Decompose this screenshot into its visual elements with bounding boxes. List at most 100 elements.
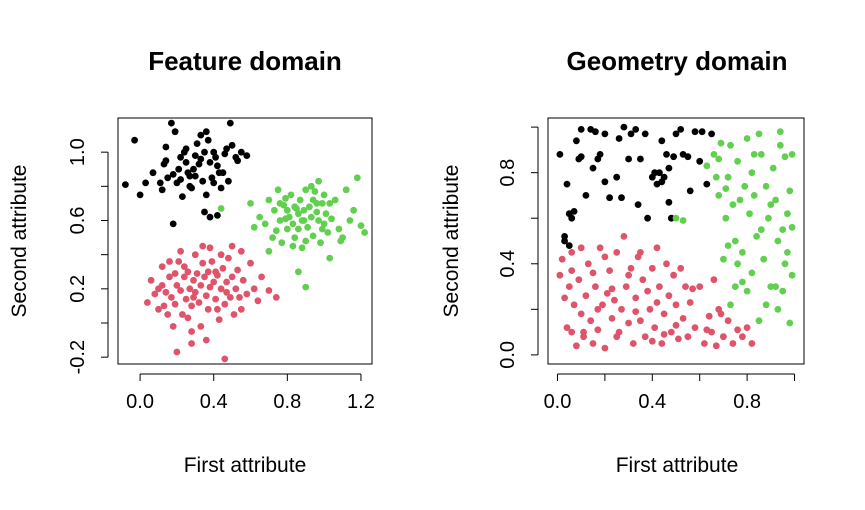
feature-domain-point-red-27 <box>199 242 207 250</box>
feature-domain-x-tick-label-1: 0.4 <box>200 391 228 413</box>
feature-domain-point-red-72 <box>180 263 188 270</box>
feature-domain-point-red-32 <box>206 283 214 291</box>
geometry-domain-point-red-72 <box>577 244 585 252</box>
feature-domain-point-red-57 <box>272 294 280 301</box>
feature-domain-point-green-51 <box>302 237 310 245</box>
feature-domain-point-red-16 <box>180 273 188 281</box>
feature-domain-point-green-9 <box>276 217 284 224</box>
geometry-domain-point-green-56 <box>776 141 784 149</box>
geometry-domain-y-axis: 0.0 0.4 0.8 <box>497 126 539 369</box>
feature-domain-point-black-31 <box>212 153 220 161</box>
feature-domain-point-black-27 <box>204 136 212 144</box>
feature-domain-x-axis: 0.0 0.4 0.8 1.2 <box>126 373 375 413</box>
geometry-domain-point-red-27 <box>620 233 628 240</box>
geometry-domain-point-red-36 <box>641 333 649 341</box>
feature-domain-point-black-55 <box>177 176 185 183</box>
geometry-domain-point-black-17 <box>601 178 609 186</box>
feature-domain-point-red-47 <box>234 266 242 274</box>
geometry-domain-title: Geometry domain <box>566 46 787 76</box>
geometry-domain-point-black-18 <box>606 194 613 202</box>
geometry-domain-point-red-22 <box>608 315 616 322</box>
feature-domain-point-green-50 <box>295 225 302 233</box>
feature-domain-point-black-4 <box>149 169 157 177</box>
feature-domain-point-black-21 <box>191 152 199 160</box>
feature-domain-point-black-24 <box>197 155 205 163</box>
geometry-domain-point-red-16 <box>594 326 602 334</box>
geometry-domain-point-green-15 <box>739 249 746 256</box>
feature-domain-y-label: Second attribute <box>8 165 31 318</box>
geometry-domain-point-red-18 <box>599 301 606 309</box>
feature-domain-point-black-36 <box>226 119 234 127</box>
feature-domain-point-red-71 <box>217 251 225 259</box>
feature-domain-point-black-1 <box>136 191 144 199</box>
geometry-domain-point-red-11 <box>582 292 590 300</box>
geometry-domain-point-green-44 <box>786 319 794 327</box>
feature-domain-point-green-32 <box>318 200 326 207</box>
feature-domain-point-black-39 <box>234 157 242 165</box>
feature-domain-point-black-56 <box>215 169 223 177</box>
geometry-domain-point-red-24 <box>613 249 621 256</box>
feature-domain-point-black-3 <box>142 179 150 187</box>
geometry-domain-point-red-61 <box>710 276 718 284</box>
feature-domain-point-red-7 <box>164 311 172 318</box>
feature-domain-point-black-35 <box>223 145 231 153</box>
feature-domain-point-red-15 <box>179 311 186 318</box>
feature-domain-point-red-70 <box>228 242 236 250</box>
feature-domain-point-green-46 <box>361 229 368 236</box>
feature-domain-point-red-2 <box>151 290 159 298</box>
geometry-domain-point-red-43 <box>658 340 666 347</box>
feature-domain-point-black-2 <box>122 181 129 189</box>
geometry-domain-point-green-53 <box>784 210 791 218</box>
geometry-domain-point-red-34 <box>637 317 644 325</box>
geometry-domain-point-green-12 <box>731 237 739 245</box>
feature-domain-point-green-37 <box>328 215 335 223</box>
geometry-domain-point-red-79 <box>660 331 668 338</box>
feature-domain-plot-frame <box>117 117 373 365</box>
geometry-domain-point-black-37 <box>667 214 675 222</box>
geometry-domain-point-black-49 <box>601 130 609 138</box>
feature-domain-point-green-7 <box>271 206 278 214</box>
geometry-domain-point-black-5 <box>570 208 578 215</box>
feature-domain-point-black-9 <box>160 160 168 168</box>
feature-domain-y-tick-label-3: 1.0 <box>67 138 89 166</box>
feature-domain-point-red-10 <box>169 323 177 330</box>
feature-domain-y-tick-label-2: 0.6 <box>67 207 89 235</box>
feature-domain-point-black-43 <box>206 213 214 221</box>
feature-domain-point-green-19 <box>295 210 302 218</box>
feature-domain-y-tick-label-0: -0.2 <box>67 340 89 374</box>
geometry-domain-point-red-76 <box>625 271 632 279</box>
feature-domain-point-green-62 <box>320 191 328 199</box>
feature-domain-point-green-27 <box>309 232 317 240</box>
geometry-domain-point-black-22 <box>625 155 632 163</box>
geometry-domain-point-red-45 <box>663 260 670 268</box>
feature-domain-point-red-65 <box>206 244 214 252</box>
geometry-domain-point-green-40 <box>748 269 756 277</box>
feature-domain-point-red-8 <box>166 273 173 281</box>
feature-domain-point-red-1 <box>147 276 155 284</box>
geometry-domain-point-green-41 <box>762 301 770 309</box>
geometry-domain-point-green-11 <box>729 201 737 209</box>
geometry-domain-point-green-5 <box>715 192 723 199</box>
feature-domain-point-red-13 <box>175 258 183 265</box>
geometry-domain-point-green-25 <box>762 182 770 190</box>
geometry-domain-point-black-45 <box>698 128 706 136</box>
geometry-domain-point-red-42 <box>656 283 663 290</box>
feature-domain-point-black-22 <box>193 140 201 148</box>
geometry-domain-point-red-89 <box>717 310 725 318</box>
geometry-domain-point-red-59 <box>705 312 713 320</box>
geometry-domain-point-black-39 <box>672 130 680 138</box>
feature-domain-point-red-14 <box>177 287 185 294</box>
geometry-domain-point-red-86 <box>672 321 680 329</box>
feature-domain-point-black-53 <box>221 150 229 158</box>
geometry-domain-point-green-51 <box>743 287 751 295</box>
geometry-domain-point-green-24 <box>760 255 768 263</box>
feature-domain-point-red-77 <box>223 288 231 296</box>
feature-domain-point-green-54 <box>326 200 334 207</box>
geometry-domain-point-green-48 <box>757 226 765 234</box>
feature-domain-point-green-15 <box>287 191 295 199</box>
feature-domain-point-green-44 <box>353 174 361 182</box>
feature-domain-marks <box>122 119 368 363</box>
geometry-domain-point-red-67 <box>734 326 741 334</box>
geometry-domain-point-black-8 <box>573 137 580 145</box>
geometry-domain-point-green-13 <box>734 157 741 165</box>
